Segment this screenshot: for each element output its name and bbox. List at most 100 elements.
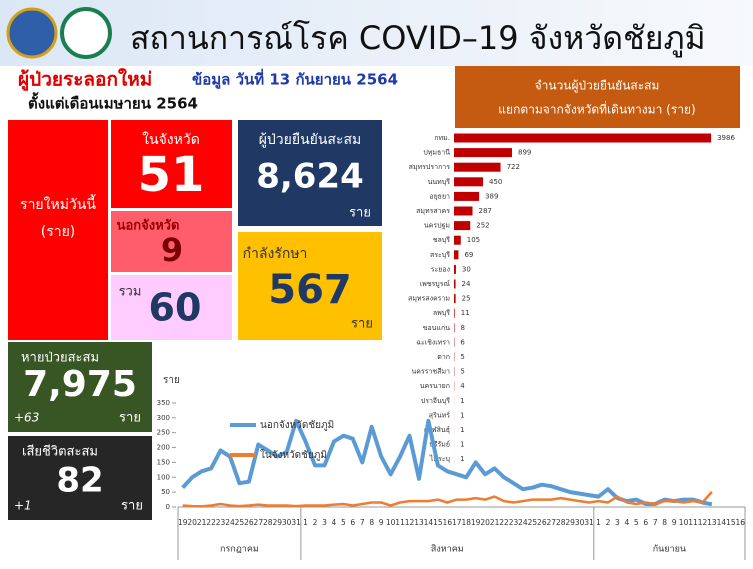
x-tick-label: 14 [424,518,434,527]
month-label: กรกฎาคม [220,545,259,555]
total-label: รวม [119,285,142,300]
x-tick-label: 11 [688,518,698,527]
x-tick-label: 3 [322,518,327,527]
bar-value-label: 4 [460,382,465,390]
x-tick-label: 1 [596,518,601,527]
bar-category: อยุธยา [429,192,450,200]
bar [454,250,458,259]
month-label: สิงหาคม [431,544,464,555]
x-tick-label: 17 [452,518,462,527]
bar-value-label: 1 [460,426,464,434]
x-tick-label: 27 [254,518,264,527]
x-tick-label: 26 [244,518,254,527]
x-tick-label: 15 [726,518,736,527]
bar-value-label: 6 [460,338,465,346]
x-tick-label: 29 [272,518,282,527]
bar-category: สมุทรปราการ [409,163,451,171]
bar-value-label: 25 [462,295,471,303]
in-province-value: 51 [138,147,205,203]
bar-category: นนทบุรี [428,178,451,186]
bar-category: ตาก [437,353,450,361]
bar-category: ปทุมธานี [423,149,450,157]
deaths-value: 82 [56,461,103,501]
bar-category: ขอนแก่น [423,324,451,332]
bar-title: จำนวนผู้ป่วยยืนยันสะสม [535,79,660,94]
x-tick-label: 4 [624,518,629,527]
bar-category: ปราจีนบุรี [421,397,450,405]
x-tick-label: 31 [584,518,594,527]
total-value: 60 [149,286,202,330]
x-tick-label: 22 [499,518,509,527]
x-tick-label: 4 [332,518,337,527]
x-tick-label: 10 [386,518,396,527]
bar-category: สุรินทร์ [429,411,450,419]
bar-value-label: 11 [461,309,470,317]
title: สถานการณ์โรค COVID–19 จังหวัดชัยภูมิ [130,19,706,58]
bar-value-label: 1 [460,441,464,449]
x-tick-label: 23 [509,518,519,527]
bar-category: นครปฐม [424,222,450,230]
x-tick-label: 20 [187,518,197,527]
x-tick-label: 28 [263,518,273,527]
legend-label: นอกจังหวัดชัยภูมิ [260,420,334,431]
bar-category: ระยอง [431,265,450,273]
bar-category: ฉะเชิงเทรา [416,338,450,346]
bar [454,309,455,318]
cumulative-label: ผู้ป่วยยืนยันสะสม [259,132,362,148]
deaths-change: +1 [14,499,32,513]
treating-unit: ราย [351,317,373,332]
bar-value-label: 252 [476,222,489,230]
x-tick-label: 27 [547,518,557,527]
bar [454,177,483,186]
y-tick-label: 250 [157,429,170,437]
bar-value-label: 1 [460,397,464,405]
out-province-value: 9 [161,231,183,269]
x-tick-label: 18 [461,518,471,527]
y-tick-label: 100 [157,473,170,481]
bar-subtitle: แยกตามจากจังหวัดที่เดินทางมา (ราย) [498,101,695,117]
bar-value-label: 3986 [717,134,735,142]
x-tick-label: 14 [717,518,727,527]
x-tick-label: 6 [643,518,648,527]
recovered-value: 7,975 [23,364,137,405]
bar [454,207,473,216]
bar-value-label: 5 [460,353,464,361]
x-tick-label: 2 [606,518,611,527]
bar [454,265,456,274]
y-tick-label: 350 [157,399,170,407]
y-tick-label: 150 [157,458,170,466]
treating-value: 567 [268,267,352,313]
bar-category: สมุทรสงคราม [408,295,450,303]
x-tick-label: 30 [575,518,585,527]
today-label: รายใหม่วันนี้ [20,194,96,213]
deaths-unit: ราย [121,499,143,514]
x-tick-label: 15 [433,518,443,527]
x-tick-label: 11 [395,518,405,527]
x-tick-label: 28 [556,518,566,527]
x-tick-label: 12 [405,518,415,527]
x-tick-label: 7 [653,518,658,527]
bar-category: สระบุรี [430,251,450,259]
logo [62,9,110,57]
x-tick-label: 19 [178,518,188,527]
bar-category: กทม. [434,134,450,142]
x-tick-label: 20 [480,518,490,527]
x-tick-label: 21 [490,518,500,527]
x-tick-label: 5 [341,518,346,527]
bar-title-box [455,66,740,128]
x-tick-label: 12 [698,518,708,527]
today-unit: (ราย) [41,224,76,240]
recovered-change: +63 [14,411,39,425]
x-tick-label: 3 [615,518,620,527]
bar-value-label: 287 [479,207,492,215]
x-tick-label: 24 [518,518,528,527]
bar [454,280,456,289]
bar-value-label: 69 [464,251,473,259]
x-tick-label: 7 [360,518,365,527]
bar-category: สมุทรสาคร [416,207,450,215]
x-tick-label: 8 [369,518,374,527]
bar [454,323,455,332]
x-tick-label: 13 [414,518,424,527]
bar [454,192,479,201]
